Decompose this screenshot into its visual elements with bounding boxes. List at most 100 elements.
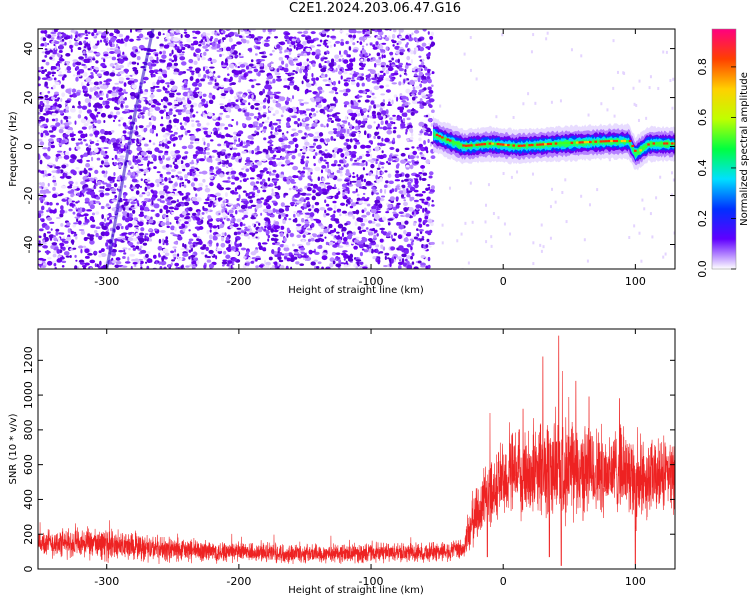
- noise-cell: [399, 49, 406, 53]
- noise-cell: [88, 144, 92, 149]
- noise-cell: [49, 235, 53, 240]
- noise-cell: [361, 229, 367, 232]
- noise-cell: [427, 232, 432, 236]
- noise-cell: [153, 59, 157, 63]
- noise-cell: [143, 157, 149, 161]
- noise-cell: [336, 256, 341, 260]
- noise-cell: [73, 222, 79, 225]
- noise-cell: [425, 159, 431, 165]
- noise-cell: [45, 110, 52, 115]
- noise-cell: [39, 228, 44, 232]
- noise-cell: [87, 31, 91, 35]
- noise-cell: [110, 36, 117, 42]
- noise-cell: [141, 115, 145, 119]
- noise-cell: [406, 193, 411, 198]
- noise-cell: [61, 260, 67, 264]
- noise-cell: [283, 255, 288, 260]
- noise-cell: [349, 180, 352, 185]
- noise-cell: [329, 257, 335, 262]
- noise-cell: [330, 135, 334, 141]
- noise-cell: [195, 48, 201, 54]
- noise-cell: [276, 150, 281, 154]
- noise-cell: [197, 73, 201, 78]
- noise-cell: [335, 67, 338, 73]
- noise-cell: [59, 193, 64, 196]
- noise-cell: [51, 37, 55, 40]
- noise-cell: [218, 212, 221, 216]
- noise-cell: [287, 144, 291, 149]
- noise-cell: [372, 96, 377, 99]
- noise-cell: [124, 261, 131, 264]
- noise-cell: [52, 250, 58, 255]
- noise-cell: [418, 193, 424, 197]
- noise-cell: [411, 146, 415, 149]
- noise-cell: [312, 142, 316, 146]
- noise-cell: [412, 150, 418, 155]
- noise-cell: [379, 85, 384, 89]
- noise-cell: [375, 41, 379, 46]
- noise-cell: [254, 53, 258, 56]
- noise-cell: [114, 82, 120, 85]
- noise-cell: [179, 53, 185, 56]
- noise-cell: [428, 186, 431, 191]
- noise-cell: [52, 164, 56, 167]
- noise-cell: [336, 132, 339, 137]
- noise-cell: [284, 136, 288, 141]
- noise-cell: [38, 119, 44, 122]
- noise-cell: [175, 29, 180, 33]
- noise-cell: [119, 155, 125, 158]
- noise-cell: [323, 106, 329, 111]
- noise-cell: [60, 238, 66, 241]
- noise-cell: [113, 183, 118, 188]
- noise-cell: [263, 137, 267, 141]
- noise-cell: [418, 133, 423, 136]
- noise-cell: [104, 70, 110, 76]
- noise-cell: [255, 181, 260, 184]
- noise-cell: [247, 225, 251, 228]
- noise-cell: [361, 209, 365, 214]
- noise-cell: [172, 71, 179, 75]
- noise-cell: [343, 89, 346, 92]
- noise-cell: [221, 37, 226, 41]
- noise-cell: [310, 237, 315, 242]
- noise-cell: [114, 264, 120, 268]
- noise-cell: [149, 94, 155, 99]
- noise-cell: [389, 121, 393, 124]
- noise-cell: [361, 248, 365, 251]
- noise-cell: [94, 251, 98, 255]
- noise-cell: [375, 36, 382, 39]
- noise-cell: [354, 125, 359, 131]
- noise-cell: [185, 192, 191, 196]
- noise-cell: [372, 44, 376, 48]
- noise-cell: [274, 241, 278, 244]
- noise-cell: [219, 225, 223, 229]
- noise-cell: [129, 253, 136, 257]
- noise-cell: [381, 42, 387, 45]
- noise-cell: [381, 166, 385, 169]
- noise-cell: [124, 105, 129, 109]
- noise-cell: [238, 209, 244, 213]
- noise-cell: [374, 229, 378, 233]
- noise-cell: [289, 233, 294, 237]
- noise-cell: [123, 82, 127, 87]
- noise-cell: [368, 231, 374, 236]
- noise-cell: [61, 246, 66, 251]
- noise-cell: [245, 65, 249, 70]
- noise-cell: [62, 32, 67, 38]
- noise-cell: [305, 108, 311, 111]
- noise-cell: [235, 121, 239, 126]
- noise-cell: [268, 32, 272, 35]
- noise-cell: [227, 203, 234, 206]
- noise-cell: [428, 171, 434, 176]
- noise-cell: [401, 184, 406, 189]
- noise-cell: [154, 147, 160, 152]
- noise-cell: [352, 34, 356, 39]
- noise-cell: [244, 226, 248, 229]
- noise-cell: [184, 221, 189, 225]
- noise-cell: [292, 195, 295, 199]
- noise-cell: [209, 229, 212, 233]
- noise-cell: [71, 242, 74, 245]
- noise-cell: [342, 191, 345, 197]
- noise-cell: [314, 238, 321, 243]
- noise-cell: [366, 57, 371, 62]
